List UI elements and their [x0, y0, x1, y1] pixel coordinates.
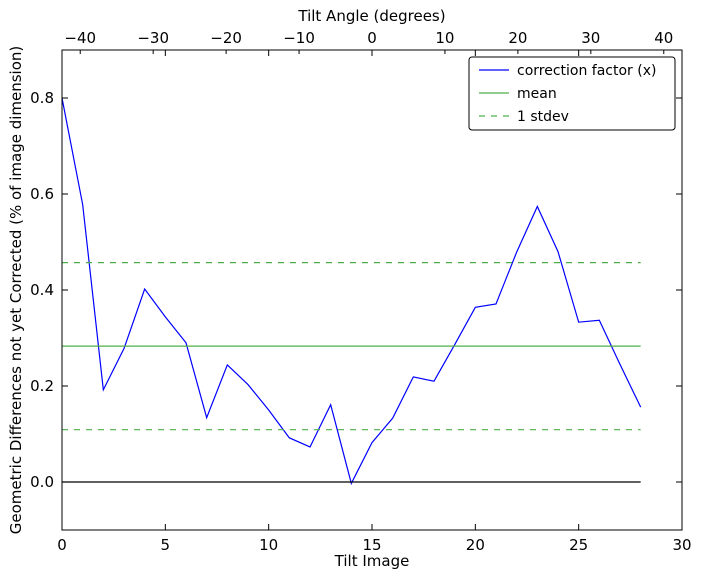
x-tick-label: 10 — [259, 536, 278, 554]
legend-box — [468, 56, 676, 131]
legend: correction factor (x) mean 1 stdev — [468, 56, 676, 131]
x-axis-label: Tilt Image — [334, 552, 410, 570]
x-axis-bottom: 0 5 10 15 20 25 30 — [57, 50, 692, 554]
y-tick-label: 0.2 — [30, 377, 54, 395]
x-tick-label: 0 — [57, 536, 67, 554]
legend-label: 1 stdev — [517, 109, 569, 125]
x-tick-label: 15 — [362, 536, 381, 554]
x-axis-top: −40 −30 −20 −10 0 10 20 30 40 — [64, 29, 673, 54]
y-axis-label: Geometric Differences not yet Corrected … — [7, 46, 25, 535]
top-tick-label: 30 — [581, 29, 600, 47]
top-tick-label: −30 — [137, 29, 169, 47]
y-tick-label: 0.6 — [30, 185, 54, 203]
plot-lines — [61, 97, 642, 486]
top-tick-label: −20 — [210, 29, 242, 47]
y-tick-label: 0.0 — [30, 473, 54, 491]
x-tick-label: 20 — [466, 536, 485, 554]
x-tick-label: 25 — [569, 536, 588, 554]
y-tick-label: 0.8 — [30, 89, 54, 107]
y-axis: 0.0 0.2 0.4 0.6 0.8 — [30, 89, 682, 491]
legend-label: mean — [517, 86, 557, 102]
top-tick-label: 0 — [367, 29, 377, 47]
top-tick-label: 40 — [654, 29, 673, 47]
series-line — [61, 97, 642, 486]
y-tick-label: 0.4 — [30, 281, 54, 299]
top-tick-label: 20 — [508, 29, 527, 47]
x-tick-label: 30 — [672, 536, 691, 554]
top-tick-label: 10 — [435, 29, 454, 47]
top-axis-label: Tilt Angle (degrees) — [297, 7, 445, 25]
legend-label: correction factor (x) — [517, 63, 656, 79]
top-tick-label: −40 — [64, 29, 96, 47]
top-tick-label: −10 — [283, 29, 315, 47]
x-tick-label: 5 — [161, 536, 171, 554]
